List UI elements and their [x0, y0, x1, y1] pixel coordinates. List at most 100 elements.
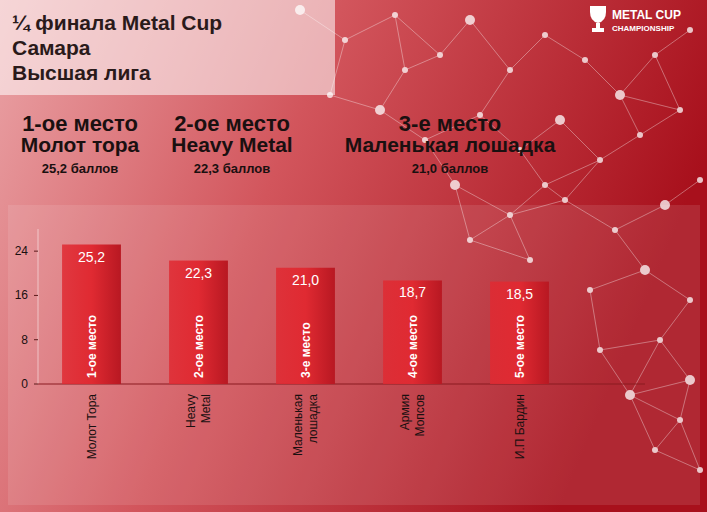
network-line	[620, 95, 640, 135]
y-tick	[34, 295, 38, 296]
network-line	[620, 95, 680, 110]
network-node	[615, 90, 625, 100]
network-line	[545, 35, 585, 60]
network-line	[345, 15, 395, 40]
trophy-stem	[596, 23, 600, 28]
network-line	[630, 395, 655, 450]
bar	[490, 282, 549, 384]
network-node	[507, 67, 513, 73]
network-line	[615, 205, 665, 230]
network-node	[677, 417, 683, 423]
network-line	[470, 240, 530, 260]
network-node	[327, 92, 333, 98]
background	[0, 0, 707, 512]
y-tick-label: 16	[15, 288, 29, 302]
bar	[169, 261, 228, 384]
bar-annotation: 2-ое место	[192, 315, 206, 378]
network-line	[405, 55, 440, 70]
network-node	[402, 67, 408, 73]
network-line	[395, 15, 440, 55]
network-node	[295, 5, 305, 15]
y-tick-label: 24	[15, 244, 29, 258]
title-band	[0, 0, 335, 95]
y-tick	[34, 339, 38, 340]
network-node	[687, 297, 693, 303]
network-line	[470, 20, 510, 70]
network-node	[697, 177, 703, 183]
header-score: 21,0 баллов	[412, 161, 488, 176]
x-tick-label: Маленькая	[291, 394, 305, 456]
network-line	[380, 70, 405, 110]
network-line	[600, 350, 630, 395]
network-node	[562, 197, 568, 203]
data-label: 21,0	[292, 272, 319, 288]
network-node	[652, 447, 658, 453]
network-node	[677, 107, 683, 113]
network-line	[300, 10, 345, 40]
network-node	[687, 27, 693, 33]
network-node	[375, 105, 385, 115]
header-score: 25,2 баллов	[42, 161, 118, 176]
data-label: 25,2	[78, 249, 105, 265]
network-node	[542, 32, 548, 38]
network-line	[665, 180, 700, 205]
x-tick-label: лошадка	[306, 394, 320, 444]
network-node	[625, 390, 635, 400]
network-node	[685, 375, 695, 385]
network-line	[630, 380, 690, 395]
network-node	[652, 52, 658, 58]
x-tick-label: Мопсов	[413, 394, 427, 437]
network-line	[655, 420, 680, 450]
network-node	[637, 132, 643, 138]
network-line	[565, 200, 615, 230]
data-label: 18,7	[399, 284, 426, 300]
network-line	[545, 160, 600, 185]
network-line	[680, 380, 690, 420]
network-node	[392, 12, 398, 18]
network-line	[510, 215, 530, 260]
network-line	[660, 300, 690, 340]
logo-text: METAL CUP	[612, 8, 681, 22]
trophy-cup	[590, 6, 606, 23]
network-line	[330, 95, 380, 110]
y-tick-label: 0	[21, 377, 28, 391]
logo-text: CHAMPIONSHIP	[612, 24, 675, 33]
network-line	[645, 270, 690, 300]
network-node	[450, 180, 460, 190]
network-line	[545, 185, 565, 200]
network-line	[655, 450, 700, 470]
data-label: 18,5	[506, 286, 533, 302]
network-node	[507, 212, 513, 218]
network-line	[630, 395, 680, 420]
header-team: Маленькая лошадка	[345, 133, 556, 156]
network-node	[657, 337, 663, 343]
header-score: 22,3 баллов	[194, 161, 270, 176]
network-line	[510, 35, 545, 70]
network-node	[527, 257, 533, 263]
network-line	[455, 185, 510, 215]
network-line	[590, 290, 600, 350]
network-line	[565, 160, 600, 200]
network-node	[555, 115, 565, 125]
network-decoration	[295, 5, 703, 473]
network-node	[437, 52, 443, 58]
x-tick-label: Молот Тора	[85, 394, 99, 460]
network-line	[590, 270, 645, 290]
network-line	[620, 55, 655, 95]
network-node	[467, 237, 473, 243]
network-node	[542, 182, 548, 188]
network-line	[470, 215, 510, 240]
network-line	[660, 340, 690, 380]
network-line	[600, 135, 640, 160]
network-node	[597, 157, 603, 163]
network-line	[615, 230, 645, 270]
network-node	[660, 200, 670, 210]
title: Самара	[12, 36, 91, 59]
network-line	[655, 30, 690, 55]
network-node	[597, 347, 603, 353]
network-line	[480, 70, 510, 115]
y-tick-label: 8	[21, 333, 28, 347]
x-tick-label: Metal	[199, 394, 213, 423]
network-line	[455, 185, 470, 240]
network-node	[587, 287, 593, 293]
